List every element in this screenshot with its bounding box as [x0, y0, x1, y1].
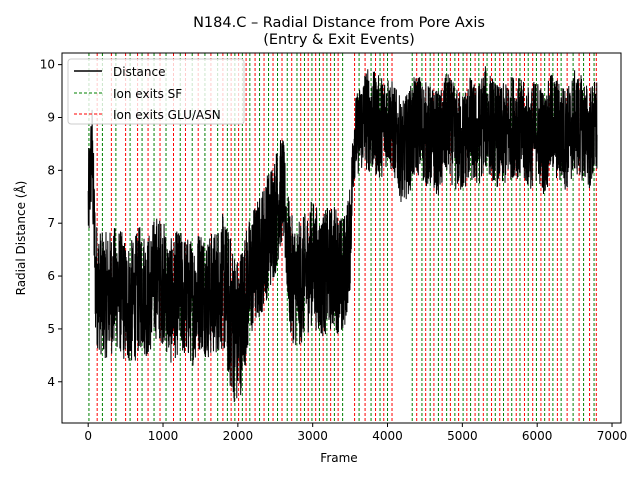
x-tick-label-1: 1000 — [148, 429, 179, 443]
y-tick-label-0: 4 — [47, 375, 55, 389]
x-axis-ticks: 0 1000 2000 3000 4000 5000 6000 7000 — [84, 423, 627, 443]
chart-title-line2: (Entry & Exit Events) — [263, 32, 415, 48]
series-layer — [87, 66, 598, 402]
y-tick-label-5: 9 — [47, 110, 55, 124]
legend-distance-label: Distance — [113, 65, 165, 79]
legend-glu-asn-label: Ion exits GLU/ASN — [113, 108, 221, 122]
y-tick-label-6: 10 — [40, 58, 55, 72]
y-tick-label-3: 7 — [47, 216, 55, 230]
x-tick-label-0: 0 — [84, 429, 92, 443]
y-tick-label-1: 5 — [47, 322, 55, 336]
x-tick-label-4: 4000 — [372, 429, 403, 443]
legend-box — [67, 58, 245, 125]
x-tick-label-7: 7000 — [597, 429, 628, 443]
legend-sf-label: Ion exits SF — [113, 87, 182, 101]
x-tick-label-3: 3000 — [297, 429, 328, 443]
x-tick-label-5: 5000 — [447, 429, 478, 443]
x-tick-label-6: 6000 — [522, 429, 553, 443]
y-tick-label-4: 8 — [47, 163, 55, 177]
y-axis-ticks: 4 5 6 7 8 9 10 — [40, 58, 62, 389]
x-axis-label: Frame — [320, 451, 357, 465]
y-tick-label-2: 6 — [47, 269, 55, 283]
chart-title-line1: N184.C – Radial Distance from Pore Axis — [193, 15, 485, 31]
distance-series-line — [87, 66, 598, 402]
legend: Distance Ion exits SF Ion exits GLU/ASN — [67, 58, 245, 125]
plot-frame — [61, 52, 622, 424]
y-axis-label: Radial Distance (Å) — [13, 181, 28, 296]
x-tick-label-2: 2000 — [223, 429, 254, 443]
